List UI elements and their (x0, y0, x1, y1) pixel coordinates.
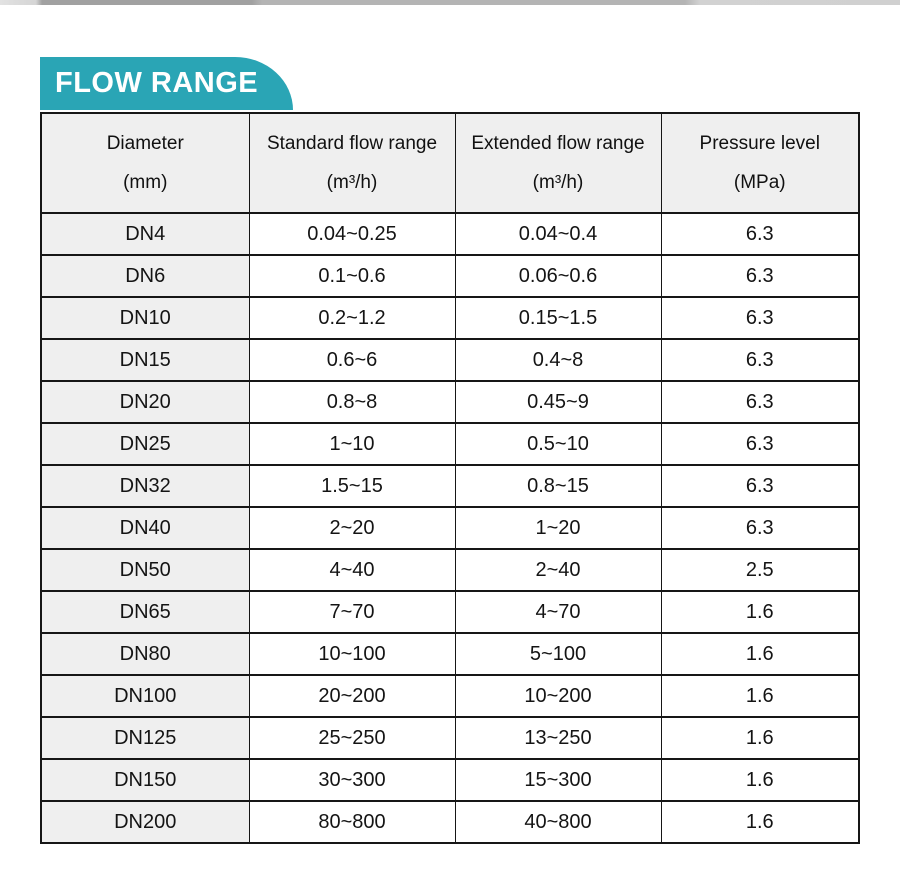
extended-flow-cell: 40~800 (454, 800, 662, 844)
pressure-cell: 6.3 (660, 254, 860, 298)
extended-flow-cell: 2~40 (454, 548, 662, 592)
column-header-pressure-level: Pressure level (MPa) (660, 112, 860, 214)
diameter-cell: DN65 (40, 590, 250, 634)
pressure-cell: 1.6 (660, 800, 860, 844)
table-row: DN100 20~200 10~200 1.6 (40, 674, 860, 718)
column-header-title: Standard flow range (266, 132, 438, 154)
column-header-unit: (m³/h) (532, 171, 584, 193)
column-header-title: Pressure level (699, 132, 820, 154)
diameter-cell: DN100 (40, 674, 250, 718)
extended-flow-cell: 4~70 (454, 590, 662, 634)
standard-flow-cell: 0.2~1.2 (248, 296, 456, 340)
standard-flow-cell: 80~800 (248, 800, 456, 844)
standard-flow-cell: 0.8~8 (248, 380, 456, 424)
standard-flow-cell: 1~10 (248, 422, 456, 466)
pressure-cell: 1.6 (660, 632, 860, 676)
pressure-cell: 1.6 (660, 716, 860, 760)
standard-flow-cell: 7~70 (248, 590, 456, 634)
extended-flow-cell: 0.8~15 (454, 464, 662, 508)
extended-flow-cell: 13~250 (454, 716, 662, 760)
table-row: DN150 30~300 15~300 1.6 (40, 758, 860, 802)
diameter-cell: DN4 (40, 212, 250, 256)
table-header-row: Diameter (mm) Standard flow range (m³/h) Ext… (40, 112, 860, 214)
standard-flow-cell: 4~40 (248, 548, 456, 592)
header-row: Diameter (mm) Standard flow range (m³/h) Ext… (40, 112, 860, 214)
banner-title: FLOW RANGE (55, 67, 259, 99)
diameter-cell: DN80 (40, 632, 250, 676)
standard-flow-cell: 2~20 (248, 506, 456, 550)
flow-range-table: Diameter (mm) Standard flow range (m³/h) Ext… (40, 112, 860, 844)
flow-range-banner: FLOW RANGE (40, 57, 293, 110)
diameter-cell: DN125 (40, 716, 250, 760)
extended-flow-cell: 10~200 (454, 674, 662, 718)
diameter-cell: DN200 (40, 800, 250, 844)
column-header-diameter: Diameter (mm) (40, 112, 250, 214)
table-row: DN6 0.1~0.6 0.06~0.6 6.3 (40, 254, 860, 298)
table-row: DN4 0.04~0.25 0.04~0.4 6.3 (40, 212, 860, 256)
column-header-unit: (m³/h) (326, 171, 378, 193)
diameter-cell: DN20 (40, 380, 250, 424)
pressure-cell: 1.6 (660, 590, 860, 634)
table-row: DN65 7~70 4~70 1.6 (40, 590, 860, 634)
table-row: DN15 0.6~6 0.4~8 6.3 (40, 338, 860, 382)
pressure-cell: 6.3 (660, 506, 860, 550)
table-row: DN25 1~10 0.5~10 6.3 (40, 422, 860, 466)
table-row: DN200 80~800 40~800 1.6 (40, 800, 860, 844)
top-gray-strip (0, 0, 900, 5)
pressure-cell: 6.3 (660, 422, 860, 466)
diameter-cell: DN150 (40, 758, 250, 802)
diameter-cell: DN25 (40, 422, 250, 466)
table-row: DN20 0.8~8 0.45~9 6.3 (40, 380, 860, 424)
diameter-cell: DN15 (40, 338, 250, 382)
standard-flow-cell: 1.5~15 (248, 464, 456, 508)
column-header-title: Extended flow range (471, 132, 645, 154)
pressure-cell: 2.5 (660, 548, 860, 592)
extended-flow-cell: 0.15~1.5 (454, 296, 662, 340)
extended-flow-cell: 1~20 (454, 506, 662, 550)
standard-flow-cell: 20~200 (248, 674, 456, 718)
pressure-cell: 6.3 (660, 296, 860, 340)
pressure-cell: 1.6 (660, 758, 860, 802)
column-header-unit: (MPa) (733, 171, 786, 193)
extended-flow-cell: 0.4~8 (454, 338, 662, 382)
standard-flow-cell: 0.04~0.25 (248, 212, 456, 256)
pressure-cell: 6.3 (660, 212, 860, 256)
column-header-unit: (mm) (123, 171, 168, 193)
extended-flow-cell: 0.06~0.6 (454, 254, 662, 298)
pressure-cell: 1.6 (660, 674, 860, 718)
extended-flow-cell: 5~100 (454, 632, 662, 676)
table-row: DN80 10~100 5~100 1.6 (40, 632, 860, 676)
standard-flow-cell: 30~300 (248, 758, 456, 802)
diameter-cell: DN6 (40, 254, 250, 298)
table-row: DN40 2~20 1~20 6.3 (40, 506, 860, 550)
extended-flow-cell: 0.04~0.4 (454, 212, 662, 256)
standard-flow-cell: 0.1~0.6 (248, 254, 456, 298)
extended-flow-cell: 15~300 (454, 758, 662, 802)
pressure-cell: 6.3 (660, 380, 860, 424)
extended-flow-cell: 0.5~10 (454, 422, 662, 466)
standard-flow-cell: 10~100 (248, 632, 456, 676)
column-header-standard-flow-range: Standard flow range (m³/h) (248, 112, 456, 214)
table-row: DN50 4~40 2~40 2.5 (40, 548, 860, 592)
pressure-cell: 6.3 (660, 464, 860, 508)
table-row: DN10 0.2~1.2 0.15~1.5 6.3 (40, 296, 860, 340)
diameter-cell: DN40 (40, 506, 250, 550)
diameter-cell: DN10 (40, 296, 250, 340)
standard-flow-cell: 0.6~6 (248, 338, 456, 382)
table-body: DN4 0.04~0.25 0.04~0.4 6.3 DN6 0.1~0.6 0.06~0.… (40, 212, 860, 844)
table-row: DN125 25~250 13~250 1.6 (40, 716, 860, 760)
extended-flow-cell: 0.45~9 (454, 380, 662, 424)
standard-flow-cell: 25~250 (248, 716, 456, 760)
pressure-cell: 6.3 (660, 338, 860, 382)
table-row: DN32 1.5~15 0.8~15 6.3 (40, 464, 860, 508)
column-header-extended-flow-range: Extended flow range (m³/h) (454, 112, 662, 214)
diameter-cell: DN32 (40, 464, 250, 508)
column-header-title: Diameter (106, 132, 184, 154)
diameter-cell: DN50 (40, 548, 250, 592)
